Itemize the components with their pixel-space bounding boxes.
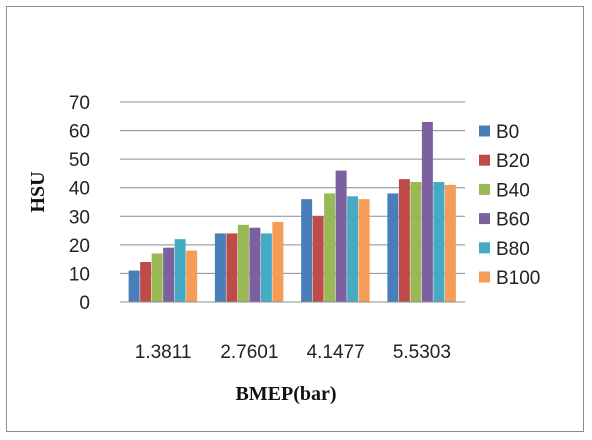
y-tick-label: 30 <box>69 207 90 228</box>
x-tick-labels: 1.3811 2.7601 4.1477 5.5303 <box>135 342 451 363</box>
x-tick-label: 2.7601 <box>220 342 278 363</box>
legend-swatch-b40 <box>479 183 490 195</box>
legend-label-b60: B60 <box>496 210 530 231</box>
bar-b60-0 <box>163 247 175 302</box>
legend-swatch-b80 <box>479 242 490 254</box>
bar-b60-1 <box>249 227 261 302</box>
legend-label-b80: B80 <box>496 239 530 260</box>
y-tick-label: 50 <box>69 150 90 171</box>
legend-label-b20: B20 <box>496 151 530 172</box>
y-axis-title: HSU <box>27 171 49 212</box>
legend-swatch-b60 <box>479 213 490 225</box>
y-tick-label: 20 <box>69 236 90 257</box>
legend: B0 B20 B40 B60 B80 B100 <box>479 122 540 289</box>
x-tick-label: 1.3811 <box>135 342 192 363</box>
legend-label-b0: B0 <box>496 122 519 143</box>
legend-swatch-b20 <box>479 154 490 166</box>
bar-b60-3 <box>421 122 433 302</box>
bar-b0-0 <box>128 270 140 302</box>
bar-b0-3 <box>387 193 399 302</box>
bar-b60-2 <box>335 170 347 302</box>
bar-b20-1 <box>226 233 238 302</box>
x-tick-label: 5.5303 <box>393 342 451 363</box>
y-tick-label: 60 <box>69 122 90 143</box>
bar-b0-2 <box>301 199 313 302</box>
y-tick-label: 40 <box>69 179 90 200</box>
bar-b20-2 <box>312 216 324 302</box>
bar-b100-3 <box>444 184 456 302</box>
legend-label-b40: B40 <box>496 180 530 201</box>
y-tick-label: 10 <box>69 264 90 285</box>
legend-label-b100: B100 <box>496 268 540 289</box>
bar-b40-1 <box>237 224 249 302</box>
y-tick-labels: 0 10 20 30 40 50 60 70 <box>69 93 90 314</box>
legend-swatch-b0 <box>479 125 490 137</box>
y-tick-label: 70 <box>69 93 90 114</box>
bar-b0-1 <box>214 233 226 302</box>
bar-b80-0 <box>174 239 186 302</box>
bars <box>128 122 456 302</box>
bar-b20-0 <box>140 262 152 302</box>
bar-b100-0 <box>186 250 198 302</box>
legend-swatch-b100 <box>479 271 490 283</box>
bar-b40-3 <box>410 182 422 302</box>
bar-b80-1 <box>260 233 272 302</box>
y-tick-label: 0 <box>79 293 90 314</box>
bar-b20-3 <box>398 179 410 302</box>
bar-b80-2 <box>347 196 359 302</box>
bar-b100-1 <box>272 222 284 302</box>
x-tick-label: 4.1477 <box>307 342 365 363</box>
bar-b80-3 <box>433 182 445 302</box>
x-axis-title: BMEP(bar) <box>235 383 336 405</box>
bar-b100-2 <box>358 199 370 302</box>
bar-b40-2 <box>324 193 336 302</box>
bar-b40-0 <box>151 253 163 302</box>
